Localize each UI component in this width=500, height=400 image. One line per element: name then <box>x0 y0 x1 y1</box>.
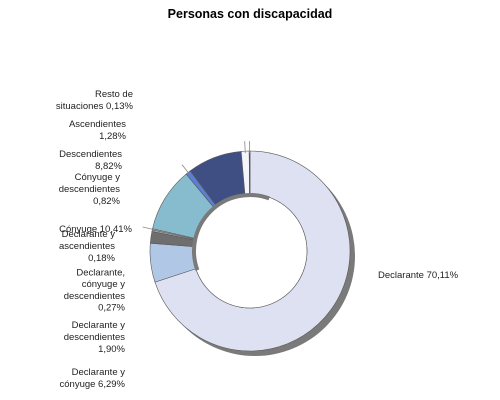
donut-hole-shadow <box>192 193 270 271</box>
slice-label-ascendientes: Ascendientes 1,28% <box>69 119 127 142</box>
slice-label-declarante-conyuge: Declarante y cónyuge 6,29% <box>60 367 126 390</box>
slice-label-declarante: Declarante 70,11% <box>378 270 459 281</box>
slice-label-resto: Resto de situaciones 0,13% <box>56 89 134 112</box>
slice-label-declarante-ascendientes: Declarante y ascendientes 0,18% <box>59 229 116 264</box>
leader-line-ascendientes <box>244 141 246 154</box>
leader-lines <box>142 140 251 231</box>
slice-label-declarante-descendientes: Declarante y descendientes 1,90% <box>64 320 126 355</box>
slice-label-conyuge-descendientes: Cónyuge y descendientes 0,82% <box>59 172 121 207</box>
slice-labels: Declarante 70,11% Declarante y cónyuge 6,2… <box>56 89 459 390</box>
donut-slices <box>149 150 351 352</box>
slice-label-declarante-conyuge-descendientes: Declarante, cónyuge y descendientes 0,27% <box>64 267 126 313</box>
slice-label-conyuge: Cónyuge 10,41% <box>59 224 132 235</box>
leader-line-conyuge-descendientes <box>181 164 190 175</box>
chart-title: Personas con discapacidad <box>168 7 333 21</box>
pie-slice-resto <box>248 150 251 195</box>
leader-line-declarante-ascendientes <box>142 226 155 231</box>
slice-label-descendientes: Descendientes 8,82% <box>59 149 122 172</box>
